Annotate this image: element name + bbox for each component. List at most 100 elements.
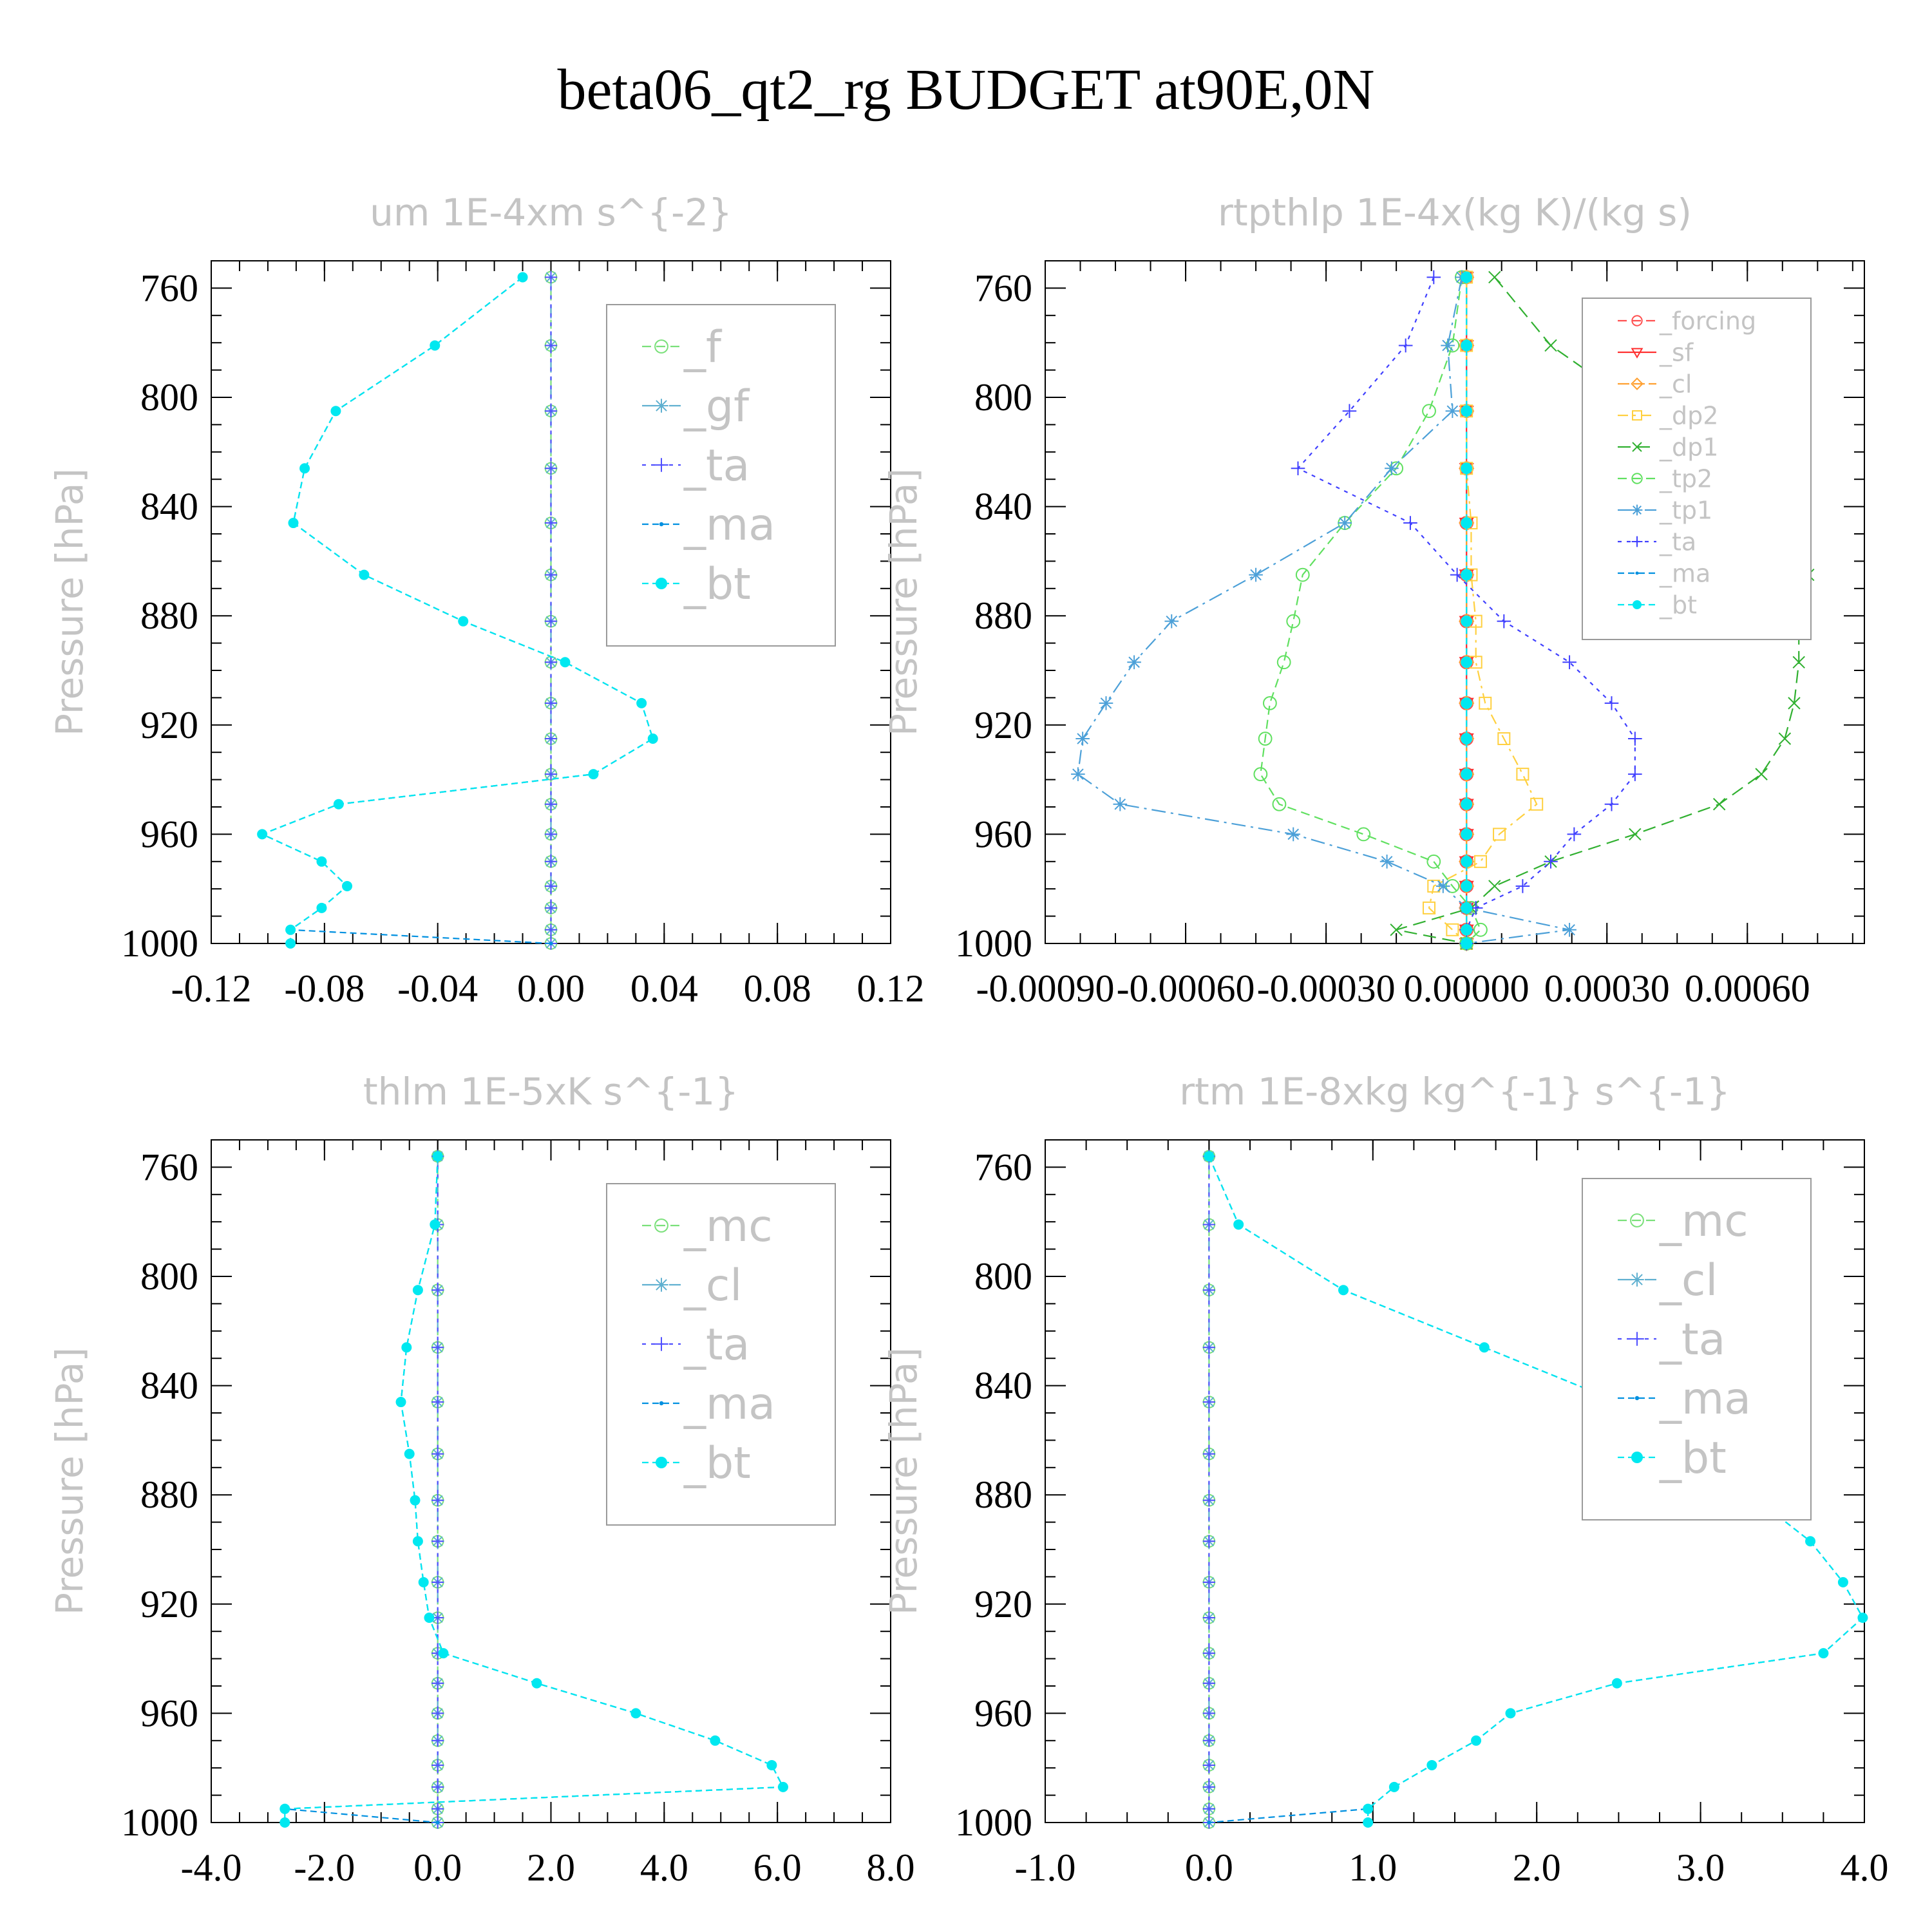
x-tick-label: 6.0: [753, 1846, 802, 1889]
series-line: [1428, 277, 1538, 944]
data-point: [1202, 1218, 1215, 1231]
plot-frame: [1045, 260, 1865, 944]
x-tick-label: 2.0: [527, 1846, 575, 1889]
legend-label: _tp2: [1659, 464, 1712, 493]
data-point: [299, 463, 310, 474]
legend-label: _tp1: [1659, 496, 1712, 524]
data-point: [1628, 767, 1642, 781]
chart-panel-2: rtpthlp 1E-4x(kg K)/(kg s) Pressure [hPa]…: [882, 191, 1865, 1010]
chart-panel-3: thlm 1E-5xK s^{-1} Pressure [hPa] 760 800 84…: [48, 1070, 915, 1889]
data-point: [630, 1708, 641, 1719]
data-point: [1461, 798, 1473, 810]
x-tick-label: 0.08: [744, 967, 811, 1010]
legend-entry-f: _f: [642, 322, 723, 373]
data-point: [544, 404, 558, 417]
data-point: [1562, 923, 1577, 937]
data-point: [1479, 1342, 1490, 1353]
legend-entry-ta: _ta: [1618, 527, 1696, 556]
y-tick-label: 920: [140, 1583, 198, 1625]
data-point: [257, 829, 268, 840]
data-point: [1505, 1708, 1516, 1719]
data-point: [647, 734, 658, 744]
data-point: [1544, 339, 1557, 352]
data-point: [401, 1342, 412, 1353]
x-tick-label: -4.0: [181, 1846, 242, 1889]
legend-entry-cl: _cl: [642, 1260, 742, 1311]
data-point: [410, 1495, 421, 1506]
series-bt: [1204, 1151, 1868, 1828]
data-point: [1436, 879, 1450, 893]
data-point: [1423, 901, 1436, 914]
y-tick-label: 840: [140, 1365, 198, 1407]
data-point: [1422, 404, 1436, 419]
x-tick-label: 0.00030: [1544, 967, 1670, 1010]
legend-label: _forcing: [1659, 307, 1756, 335]
y-tick-label: 760: [140, 267, 198, 309]
legend-label: _cl: [683, 1260, 742, 1311]
data-point: [430, 1219, 440, 1230]
legend-label: _ma: [683, 500, 775, 551]
series-line: [260, 276, 654, 945]
data-point: [1426, 270, 1441, 285]
y-tick-label: 880: [140, 594, 198, 637]
data-point: [1473, 855, 1487, 868]
data-point: [1202, 1283, 1215, 1296]
legend-entry-bt: _bt: [642, 559, 751, 610]
legend-label: _cl: [1659, 370, 1692, 398]
y-tick-label: 880: [974, 594, 1032, 637]
data-point: [1398, 338, 1413, 353]
data-point: [431, 1535, 444, 1548]
data-point: [1249, 567, 1263, 582]
data-point: [1338, 516, 1352, 530]
x-tick-label: 0.00060: [1685, 967, 1810, 1010]
y-axis-label: Pressure [hPa]: [48, 1347, 91, 1615]
data-point: [1202, 1707, 1215, 1719]
legend-entry-tp2: _tp2: [1618, 464, 1712, 493]
y-tick-label: 1000: [121, 1801, 198, 1844]
data-point: [285, 924, 296, 935]
data-point: [1515, 879, 1530, 893]
legend: _forcing _sf _cl _dp2 _dp1 _tp2 _tp1 _ta _ma _bt: [1582, 298, 1812, 640]
data-point: [431, 1448, 444, 1461]
data-point: [1604, 696, 1619, 710]
series-line: [1077, 277, 1570, 945]
data-point: [1755, 768, 1768, 781]
y-tick-label: 840: [140, 486, 198, 528]
y-tick-label: 920: [140, 704, 198, 746]
data-point: [432, 1151, 443, 1162]
data-point: [1204, 1151, 1215, 1162]
data-point: [544, 339, 558, 352]
legend-entry-bt: _bt: [1618, 1433, 1727, 1484]
data-point: [1426, 854, 1441, 869]
data-point: [1488, 880, 1501, 893]
data-point: [435, 1821, 440, 1824]
series-line: [1208, 1156, 1864, 1823]
data-point: [359, 569, 370, 580]
data-point: [316, 902, 327, 913]
chart-panel-4: rtm 1E-8xkg kg^{-1} s^{-1} Pressure [hPa]…: [882, 1070, 1889, 1889]
series-line: [1260, 277, 1482, 944]
legend-entry-ma: _ma: [1618, 559, 1710, 587]
data-point: [1818, 1648, 1829, 1659]
data-point: [1805, 1536, 1816, 1547]
data-point: [1712, 798, 1726, 811]
series-line: [260, 276, 654, 943]
data-point: [1461, 517, 1473, 529]
legend-label: _dp1: [1659, 433, 1718, 461]
data-point: [1516, 768, 1530, 781]
series-bt: [257, 272, 658, 949]
data-point: [1253, 767, 1268, 782]
data-point: [1530, 797, 1544, 811]
legend: _f _gf _ta _ma _bt: [606, 304, 836, 647]
data-point: [1461, 339, 1473, 352]
data-point: [1461, 405, 1473, 417]
data-point: [1363, 1817, 1374, 1828]
data-point: [431, 1803, 444, 1815]
legend-entry-mc: _mc: [1618, 1196, 1748, 1247]
series-ta: [544, 270, 558, 950]
data-point: [1461, 923, 1473, 936]
x-tick-label: -0.00090: [976, 967, 1115, 1010]
legend-entry-cl: _cl: [1618, 1255, 1718, 1306]
legend-entry-ta: _ta: [1618, 1314, 1725, 1365]
legend-entry-bt: _bt: [1618, 591, 1697, 619]
